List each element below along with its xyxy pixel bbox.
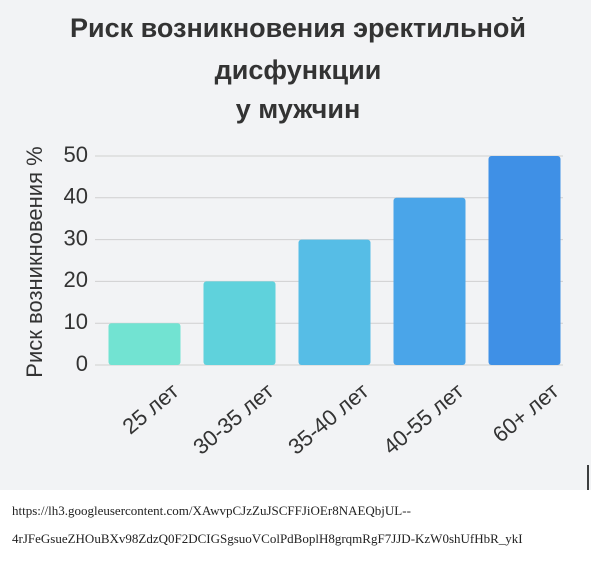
y-tick-label: 0 xyxy=(76,351,88,376)
chart-title: у мужчин xyxy=(236,94,361,124)
y-tick-label: 10 xyxy=(64,309,88,334)
y-tick-label: 30 xyxy=(64,225,88,250)
bar xyxy=(393,197,466,365)
chart-title: дисфункции xyxy=(215,55,382,85)
source-url: https://lh3.googleusercontent.com/XAwvpC… xyxy=(12,503,411,518)
bar xyxy=(298,239,371,365)
source-url: 4rJFeGsueZHOuBXv98ZdzQ0F2DCIGSgsuoVColPd… xyxy=(12,531,523,546)
y-tick-label: 20 xyxy=(64,267,88,292)
chart-title: Риск возникновения эректильной xyxy=(70,13,526,43)
bar xyxy=(488,156,561,365)
bar xyxy=(203,281,276,365)
y-axis-label: Риск возникновения % xyxy=(22,146,47,377)
y-tick-label: 50 xyxy=(64,142,88,167)
y-tick-label: 40 xyxy=(64,184,88,209)
bar xyxy=(108,323,181,365)
